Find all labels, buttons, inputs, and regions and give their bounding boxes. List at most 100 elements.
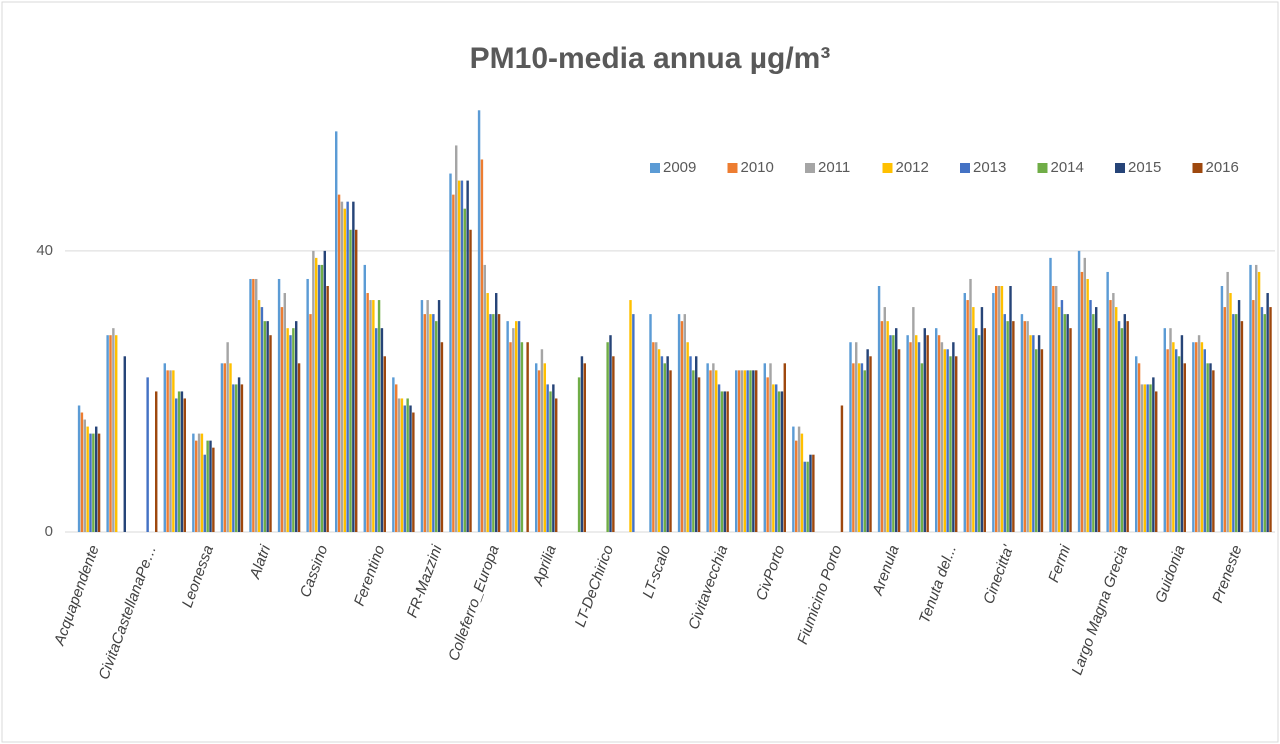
bar	[546, 384, 549, 532]
bar	[249, 278, 252, 532]
bar	[260, 307, 264, 532]
bar	[1029, 335, 1032, 532]
bar	[1249, 264, 1252, 532]
bar	[1057, 307, 1061, 532]
bar	[857, 363, 861, 532]
bar	[777, 391, 781, 532]
bar	[897, 349, 901, 532]
bar	[540, 349, 544, 532]
bar	[943, 349, 946, 532]
bar	[1083, 257, 1086, 532]
bar	[432, 314, 435, 532]
bar	[1229, 293, 1232, 532]
bar	[886, 321, 889, 532]
bar	[469, 229, 472, 532]
bar	[512, 328, 515, 532]
bar	[772, 384, 775, 532]
bar	[1177, 356, 1181, 532]
bar	[1012, 321, 1015, 532]
bar	[720, 391, 724, 532]
bar	[860, 363, 864, 532]
bar	[517, 321, 521, 532]
bar	[297, 363, 301, 532]
bar	[452, 194, 455, 532]
bar	[1066, 314, 1069, 532]
bar	[1040, 349, 1044, 532]
bar	[649, 314, 652, 532]
bar	[912, 307, 915, 532]
bar	[866, 349, 869, 532]
bar	[975, 328, 978, 532]
bar	[226, 342, 229, 532]
bar	[972, 307, 975, 532]
bar	[1140, 384, 1144, 532]
bar	[1200, 342, 1204, 532]
bar	[652, 342, 655, 532]
bar	[520, 342, 524, 532]
bar	[423, 314, 426, 532]
bar	[686, 342, 689, 532]
bar	[1003, 314, 1006, 532]
bar	[440, 342, 444, 532]
bar	[946, 349, 949, 532]
bar	[1155, 391, 1158, 532]
bar	[477, 110, 481, 533]
bar	[657, 349, 661, 532]
bar	[935, 328, 938, 532]
bar	[1077, 250, 1081, 532]
bar	[1197, 335, 1201, 532]
bar	[77, 405, 81, 532]
bar	[486, 293, 489, 532]
bar	[937, 335, 941, 532]
bar	[1266, 293, 1269, 532]
bar	[286, 328, 289, 532]
bar	[155, 391, 158, 532]
bar	[952, 342, 955, 532]
legend-swatch	[805, 163, 815, 173]
bar	[743, 370, 746, 532]
bar	[366, 293, 369, 532]
legend-label: 2015	[1128, 159, 1161, 176]
bar	[752, 370, 755, 532]
bar	[555, 398, 558, 532]
bar	[715, 370, 718, 532]
bar	[340, 201, 344, 532]
bar	[806, 461, 809, 532]
bar	[197, 433, 201, 532]
bar	[209, 440, 212, 532]
legend-swatch	[882, 163, 893, 173]
bar	[369, 300, 372, 532]
bar	[146, 377, 149, 532]
legend-swatch	[960, 163, 970, 173]
bar	[735, 370, 738, 532]
bar	[609, 335, 612, 532]
bar	[403, 405, 406, 532]
bar	[346, 201, 349, 532]
legend-swatch	[727, 163, 738, 173]
bar	[435, 321, 438, 532]
bar	[175, 398, 178, 532]
bar	[537, 370, 541, 532]
bar	[1109, 300, 1112, 532]
bar	[266, 321, 269, 532]
bar	[375, 328, 378, 532]
bar	[206, 440, 209, 532]
bar	[855, 342, 858, 532]
bar	[877, 286, 881, 532]
bar	[995, 286, 998, 532]
bar	[812, 454, 815, 532]
bar	[1183, 363, 1186, 532]
bar	[1175, 349, 1178, 532]
bar	[689, 356, 692, 532]
bar	[426, 300, 429, 532]
bar	[337, 194, 341, 532]
bar	[840, 405, 844, 532]
bar	[112, 328, 115, 532]
bar	[1240, 321, 1244, 532]
bar	[383, 356, 386, 532]
bar	[880, 321, 884, 532]
legend-label: 2016	[1206, 159, 1239, 176]
bar	[409, 405, 412, 532]
bar	[769, 363, 772, 532]
bar	[292, 328, 295, 532]
